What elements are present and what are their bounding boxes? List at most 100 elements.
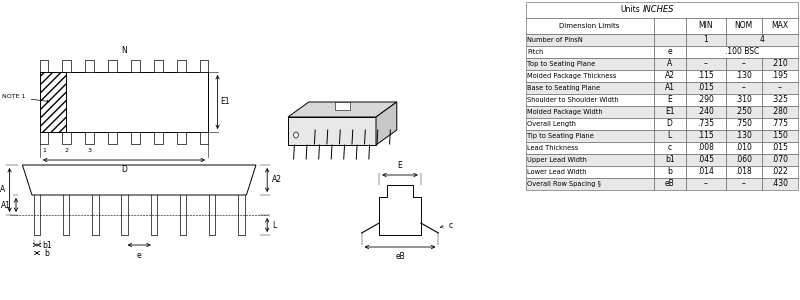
Text: –: – [742, 83, 746, 92]
Bar [654, 142, 686, 154]
Text: c: c [440, 220, 453, 230]
Bar [654, 106, 686, 118]
Text: b1: b1 [42, 242, 52, 250]
Bar [526, 18, 654, 34]
Text: –: – [742, 59, 746, 68]
Bar [686, 106, 726, 118]
Text: b1: b1 [665, 155, 674, 164]
Text: A1: A1 [665, 83, 674, 92]
Bar [654, 34, 686, 46]
Bar [726, 130, 762, 142]
Text: Overall Length: Overall Length [527, 121, 576, 127]
Bar [726, 154, 762, 166]
Bar [154, 132, 162, 144]
Text: MAX: MAX [771, 22, 789, 31]
Text: Overall Row Spacing §: Overall Row Spacing § [527, 181, 601, 187]
Bar [726, 118, 762, 130]
Bar [177, 60, 186, 72]
Text: –: – [704, 59, 707, 68]
Bar [654, 18, 686, 34]
Text: Pitch: Pitch [527, 49, 543, 55]
Bar [526, 94, 654, 106]
Bar [762, 94, 798, 106]
Bar [200, 132, 209, 144]
Text: .735: .735 [697, 119, 714, 128]
Bar [40, 60, 49, 72]
Bar [686, 130, 726, 142]
Bar [686, 166, 726, 178]
Bar [686, 154, 726, 166]
Bar [686, 46, 798, 58]
Text: .060: .060 [735, 155, 752, 164]
Bar [177, 132, 186, 144]
Text: A1: A1 [2, 200, 11, 209]
Bar [762, 82, 798, 94]
Text: .325: .325 [771, 95, 789, 104]
Bar [200, 60, 209, 72]
Bar [762, 58, 798, 70]
Text: b: b [44, 250, 49, 259]
Bar [654, 178, 686, 190]
Bar [654, 118, 686, 130]
Bar [686, 142, 726, 154]
Text: 2: 2 [65, 148, 69, 153]
Bar [726, 82, 762, 94]
Bar [762, 154, 798, 166]
Text: eB: eB [395, 252, 405, 261]
Bar [686, 58, 726, 70]
Text: .115: .115 [698, 131, 714, 140]
Text: E: E [667, 95, 672, 104]
Text: .014: .014 [697, 167, 714, 176]
Bar [131, 60, 140, 72]
Text: .195: .195 [771, 71, 789, 80]
Bar [762, 18, 798, 34]
Bar [726, 94, 762, 106]
Bar [654, 166, 686, 178]
Bar [654, 82, 686, 94]
Bar [726, 166, 762, 178]
Bar [526, 118, 654, 130]
Bar [40, 132, 49, 144]
Polygon shape [335, 101, 350, 110]
Text: E1: E1 [665, 107, 674, 116]
Text: .430: .430 [771, 179, 789, 188]
Text: A2: A2 [272, 176, 282, 184]
Text: .150: .150 [771, 131, 789, 140]
Text: Lead Thickness: Lead Thickness [527, 145, 578, 151]
Bar [526, 70, 654, 82]
Bar [762, 142, 798, 154]
Bar [526, 166, 654, 178]
Bar [686, 34, 726, 46]
Bar [686, 82, 726, 94]
Bar [686, 70, 726, 82]
Bar [762, 166, 798, 178]
Text: Upper Lead Width: Upper Lead Width [527, 157, 587, 163]
Text: Lower Lead Width: Lower Lead Width [527, 169, 586, 175]
Text: .100 BSC: .100 BSC [725, 47, 759, 56]
Text: 4: 4 [759, 35, 765, 44]
Bar [654, 130, 686, 142]
Text: e: e [137, 251, 142, 260]
Text: MIN: MIN [698, 22, 713, 31]
Bar [726, 18, 762, 34]
Text: –: – [704, 179, 707, 188]
Text: .018: .018 [735, 167, 752, 176]
Text: .008: .008 [697, 143, 714, 152]
Text: Base to Seating Plane: Base to Seating Plane [527, 85, 600, 91]
Bar [686, 118, 726, 130]
Bar [526, 154, 654, 166]
Text: Number of PinsN: Number of PinsN [527, 37, 583, 43]
Text: .240: .240 [697, 107, 714, 116]
Text: NOM: NOM [734, 22, 753, 31]
Bar [40, 72, 208, 132]
Bar [654, 94, 686, 106]
Text: .130: .130 [735, 131, 752, 140]
Bar [526, 130, 654, 142]
Text: .022: .022 [772, 167, 788, 176]
Text: .250: .250 [735, 107, 752, 116]
Text: 1: 1 [42, 148, 46, 153]
Bar [686, 18, 726, 34]
Text: .015: .015 [771, 143, 789, 152]
Text: –: – [742, 179, 746, 188]
Polygon shape [376, 102, 397, 145]
